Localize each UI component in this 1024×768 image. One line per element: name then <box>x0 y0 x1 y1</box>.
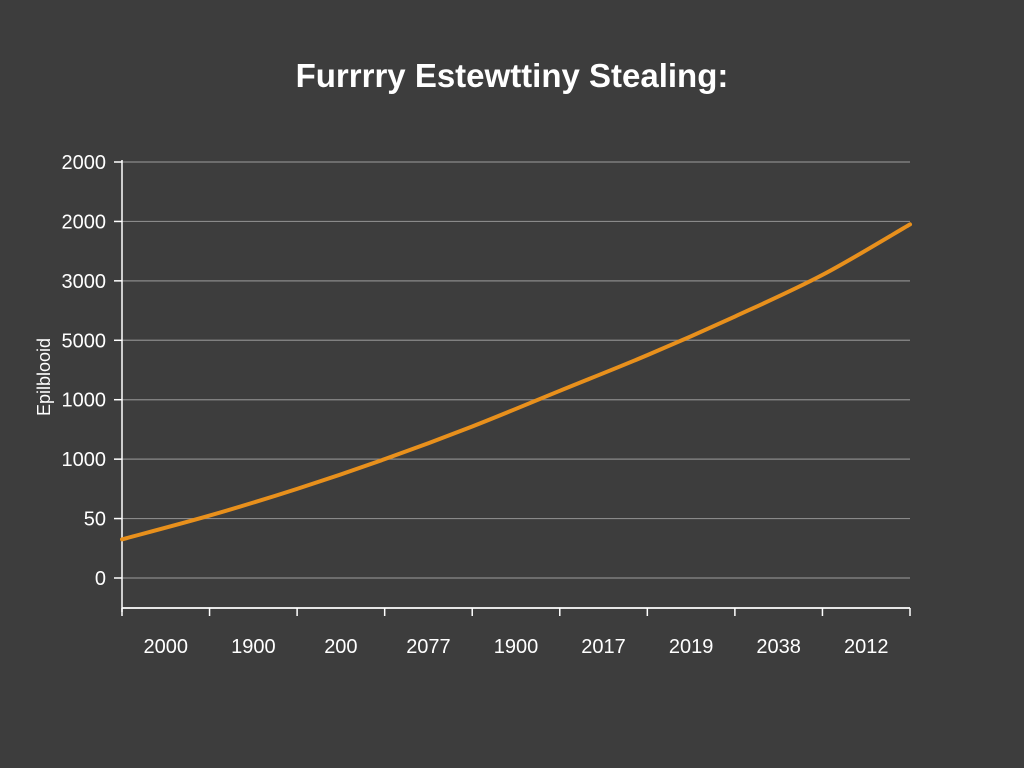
x-tick-label-2: 200 <box>324 636 357 658</box>
x-tick-label-8: 2012 <box>844 636 889 658</box>
axes <box>114 160 911 616</box>
series-line-0 <box>120 222 912 542</box>
y-tick-label-6: 2000 <box>62 211 107 233</box>
y-tick-labels: 0 50 1000 1000 5000 3000 2000 2000 <box>62 152 107 590</box>
x-tick-label-6: 2019 <box>669 636 714 658</box>
x-tick-label-3: 2077 <box>406 636 451 658</box>
y-axis-label: Epilblooid <box>34 338 54 416</box>
chart-title: Furrrry Estewttiny Stealing: <box>296 57 729 94</box>
y-tick-label-2: 1000 <box>62 449 107 471</box>
grid-lines <box>122 161 910 579</box>
x-tick-label-7: 2038 <box>756 636 801 658</box>
y-tick-label-4: 5000 <box>62 330 107 352</box>
y-tick-label-1: 50 <box>84 509 106 531</box>
x-tick-label-1: 1900 <box>231 636 276 658</box>
y-tick-label-3: 1000 <box>62 390 107 412</box>
x-tick-label-4: 1900 <box>494 636 539 658</box>
y-tick-label-7: 2000 <box>62 152 107 174</box>
y-tick-label-5: 3000 <box>62 271 107 293</box>
x-tick-label-5: 2017 <box>581 636 626 658</box>
y-tick-label-0: 0 <box>95 568 106 590</box>
x-tick-labels: 2000 1900 200 2077 1900 2017 2019 2038 2012 <box>144 636 889 658</box>
series-lines <box>120 222 912 542</box>
x-tick-label-0: 2000 <box>144 636 189 658</box>
